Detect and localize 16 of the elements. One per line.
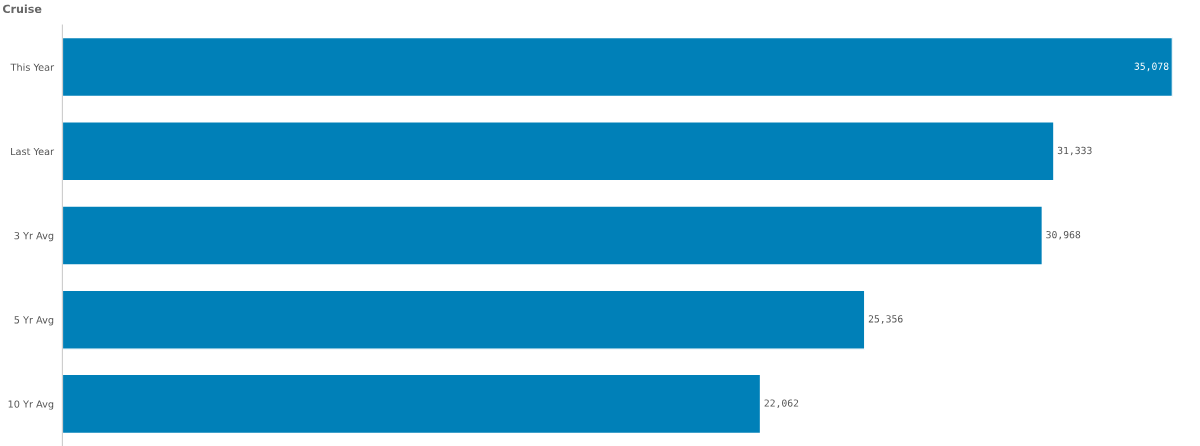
data-label: 31,333	[1057, 146, 1092, 156]
y-tick-label: Last Year	[11, 147, 55, 156]
bar	[62, 373, 762, 435]
y-tick-label: 5 Yr Avg	[14, 316, 54, 326]
chart-title: Cruise	[2, 4, 42, 14]
y-tick-label: 10 Yr Avg	[8, 400, 54, 410]
bar	[62, 289, 866, 350]
data-label: 25,356	[868, 315, 903, 324]
bar	[62, 36, 1173, 98]
data-label: 30,968	[1046, 230, 1081, 240]
data-label: 22,062	[764, 399, 799, 408]
y-tick-label: 3 Yr Avg	[14, 231, 54, 242]
bar	[62, 205, 1044, 266]
y-tick-label: This Year	[10, 63, 55, 71]
bar	[62, 121, 1055, 182]
data-label: 35,078	[1134, 62, 1169, 72]
